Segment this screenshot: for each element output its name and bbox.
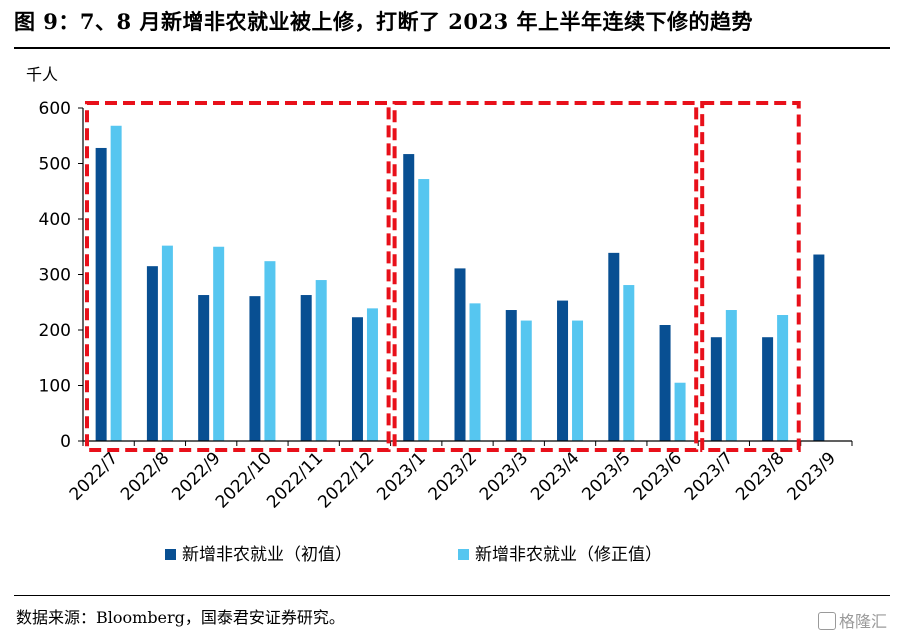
highlight-box	[700, 101, 801, 452]
bar-revised	[161, 245, 173, 441]
x-tick-label: 2023/1	[373, 448, 429, 504]
x-tick-label: 2023/2	[425, 448, 481, 504]
highlight-box	[85, 101, 391, 452]
y-tick-label: 0	[60, 432, 71, 452]
y-tick-label: 100	[39, 377, 71, 397]
bar-initial	[95, 147, 107, 441]
bar-revised	[213, 246, 225, 441]
bar-initial	[608, 252, 620, 441]
x-axis-ticks: 2022/72022/82022/92022/102022/112022/122…	[66, 448, 840, 512]
bar-initial	[557, 300, 569, 441]
bar-revised	[725, 310, 737, 441]
x-tick-label: 2022/12	[314, 448, 378, 512]
bar-initial	[505, 310, 517, 441]
bar-revised	[418, 179, 430, 442]
bar-initial	[146, 266, 158, 441]
bar-initial	[300, 295, 312, 441]
watermark: 格隆汇	[817, 608, 887, 632]
bar-revised	[110, 125, 122, 441]
bar-revised	[674, 382, 686, 441]
legend-swatch-revised	[458, 549, 469, 560]
bar-initial	[249, 296, 261, 441]
x-tick-label: 2023/4	[527, 448, 583, 504]
x-tick-label: 2023/5	[578, 448, 634, 504]
y-tick-label: 200	[39, 321, 71, 341]
source-note: 数据来源：Bloomberg，国泰君安证券研究。	[16, 608, 345, 627]
bar-initial	[813, 254, 825, 441]
bar-initial	[454, 268, 466, 441]
axes	[82, 108, 853, 446]
bars	[95, 125, 825, 442]
highlight-boxes	[85, 101, 801, 452]
bar-initial	[198, 295, 210, 441]
watermark-logo-icon	[817, 612, 836, 630]
legend-label-revised: 新增非农就业（修正值）	[475, 545, 662, 565]
figure-title: 图 9：7、8 月新增非农就业被上修，打断了 2023 年上半年连续下修的趋势	[14, 9, 754, 34]
bar-revised	[315, 280, 327, 441]
bar-revised	[777, 315, 789, 441]
bar-revised	[469, 303, 481, 441]
x-tick-label: 2023/3	[476, 448, 532, 504]
bar-revised	[520, 320, 532, 441]
bar-initial	[659, 325, 671, 441]
y-axis-ticks: 0 100 200 300 400 500 600	[39, 99, 83, 452]
x-tick-label: 2022/8	[117, 448, 173, 504]
y-tick-label: 600	[39, 99, 71, 119]
y-tick-label: 300	[39, 266, 71, 286]
bar-revised	[623, 285, 635, 441]
y-axis-unit-label: 千人	[26, 65, 58, 84]
legend-label-initial: 新增非农就业（初值）	[182, 545, 352, 565]
bar-initial	[403, 154, 415, 441]
watermark-text: 格隆汇	[838, 612, 887, 631]
bar-revised	[572, 320, 584, 441]
source-rule	[14, 595, 890, 596]
x-tick-label: 2023/8	[732, 448, 788, 504]
x-tick-label: 2023/7	[681, 448, 737, 504]
title-rule	[14, 47, 890, 49]
y-tick-label: 500	[39, 155, 71, 175]
bar-initial	[762, 337, 774, 441]
bar-revised	[366, 308, 378, 441]
bar-initial	[710, 337, 722, 441]
y-tick-label: 400	[39, 210, 71, 230]
legend: 新增非农就业（初值） 新增非农就业（修正值）	[165, 545, 662, 565]
x-tick-label: 2022/7	[66, 448, 122, 504]
bar-revised	[264, 261, 276, 441]
x-tick-label: 2023/9	[783, 448, 839, 504]
highlight-box	[392, 101, 699, 452]
x-tick-label: 2023/6	[630, 448, 686, 504]
legend-swatch-initial	[165, 549, 176, 560]
bar-initial	[351, 317, 363, 441]
